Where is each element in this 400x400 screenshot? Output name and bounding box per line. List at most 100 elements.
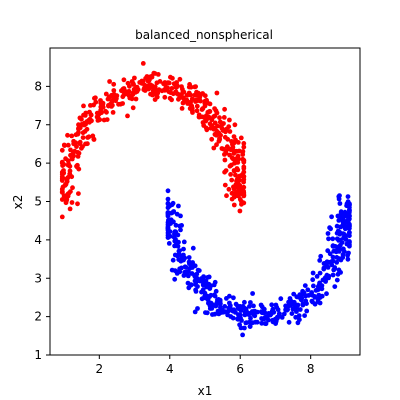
y-tick-label: 3 (34, 271, 42, 285)
data-point (311, 283, 316, 289)
data-point (88, 112, 94, 117)
data-point (109, 92, 114, 98)
data-point (336, 194, 342, 200)
data-point (268, 311, 274, 317)
data-point (86, 134, 92, 140)
data-point (262, 321, 268, 326)
data-point (170, 209, 176, 215)
data-point (240, 332, 246, 338)
data-point (227, 303, 233, 308)
data-point (130, 105, 136, 111)
data-point (334, 277, 340, 283)
data-point (241, 184, 247, 190)
data-point (222, 182, 228, 188)
data-point (214, 90, 220, 96)
data-point (65, 142, 71, 148)
data-point (306, 293, 311, 298)
data-point (315, 287, 321, 292)
data-point (170, 257, 176, 263)
data-point (242, 299, 247, 305)
data-point (194, 275, 200, 281)
data-point (175, 243, 181, 249)
data-point (294, 309, 299, 314)
data-point (192, 84, 198, 90)
data-point (321, 265, 327, 271)
data-point (246, 312, 252, 317)
data-point (165, 224, 171, 230)
data-point (231, 168, 237, 173)
x-tick-label: 6 (236, 362, 244, 376)
data-point (99, 100, 105, 106)
data-point (205, 275, 211, 280)
data-point (125, 113, 130, 119)
data-point (165, 188, 171, 194)
data-point (243, 320, 249, 326)
data-point (325, 265, 331, 270)
data-point (222, 134, 228, 140)
data-point (67, 206, 73, 212)
data-point (82, 113, 88, 118)
data-point (89, 118, 94, 124)
data-point (189, 271, 195, 276)
data-point (134, 89, 140, 94)
data-point (59, 174, 65, 180)
data-point (343, 237, 349, 242)
data-point (272, 316, 278, 322)
data-point (317, 300, 323, 306)
data-point (224, 193, 229, 199)
data-point (203, 278, 209, 284)
data-point (269, 302, 275, 308)
data-point (75, 201, 80, 207)
data-point (227, 129, 233, 134)
data-point (347, 201, 352, 207)
data-point (171, 81, 177, 87)
data-point (341, 212, 347, 218)
x-axis-ticks: 2 4 6 8 (95, 355, 315, 376)
data-point (190, 245, 196, 251)
data-point (218, 305, 223, 310)
data-point (227, 152, 233, 158)
data-point (172, 276, 178, 282)
data-point (315, 296, 321, 302)
data-point (194, 271, 200, 277)
data-point (231, 148, 237, 154)
data-point (286, 319, 292, 325)
data-point (169, 267, 175, 273)
data-point (279, 315, 285, 320)
data-point (309, 292, 315, 298)
data-point (347, 233, 352, 239)
data-point (59, 147, 65, 153)
data-point (121, 77, 127, 83)
data-point (237, 208, 243, 214)
data-point (171, 234, 177, 240)
data-point (238, 187, 243, 193)
data-point (195, 306, 200, 311)
data-point (69, 174, 75, 180)
x-tick-label: 8 (307, 362, 315, 376)
data-point (76, 126, 81, 131)
data-point (231, 295, 236, 301)
data-point (300, 301, 306, 307)
data-point (207, 109, 213, 114)
data-point (241, 144, 247, 150)
data-point (222, 157, 228, 163)
chart-title: balanced_nonspherical (135, 28, 273, 42)
data-point (336, 238, 342, 243)
data-point (182, 264, 188, 270)
data-point (336, 267, 342, 273)
data-point (174, 271, 180, 276)
data-point (235, 140, 241, 145)
data-point (197, 278, 203, 284)
data-point (320, 277, 326, 283)
data-point (332, 284, 338, 289)
data-point (73, 132, 79, 138)
x-tick-label: 4 (166, 362, 174, 376)
data-point (173, 222, 179, 228)
y-tick-label: 5 (34, 195, 42, 209)
data-point (338, 216, 344, 222)
data-point (247, 319, 253, 325)
data-point (189, 108, 195, 113)
data-point (227, 117, 232, 123)
data-point (218, 132, 224, 138)
data-point (230, 315, 236, 321)
